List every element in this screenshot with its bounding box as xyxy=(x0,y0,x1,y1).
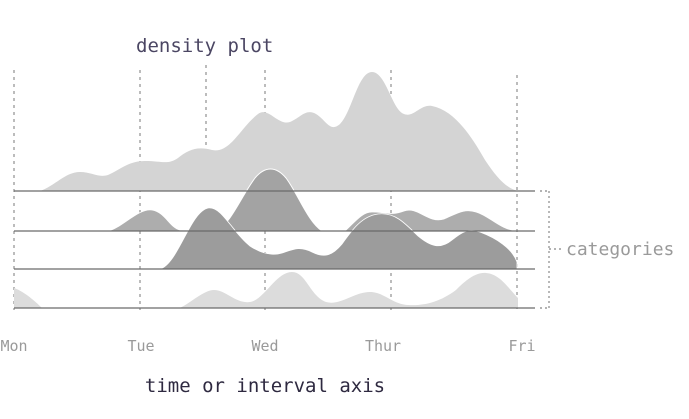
ridge-peak-wed xyxy=(214,168,324,232)
day-label-tue: Tue xyxy=(127,337,154,355)
ridge-front-row xyxy=(14,272,518,308)
day-label-thur: Thur xyxy=(365,337,401,355)
x-axis-title: time or interval axis xyxy=(145,375,385,397)
categories-bracket xyxy=(540,190,561,309)
ridge-second-row xyxy=(107,209,519,232)
category-baselines xyxy=(14,190,535,309)
ridge-third-row xyxy=(159,207,518,270)
categories-label: categories xyxy=(566,239,674,260)
day-label-mon: Mon xyxy=(0,337,27,355)
ridge-back-large xyxy=(40,72,518,191)
day-labels: Mon Tue Wed Thur Fri xyxy=(0,337,535,355)
diagram-title: density plot xyxy=(136,35,273,57)
day-label-fri: Fri xyxy=(508,337,535,355)
day-label-wed: Wed xyxy=(251,337,278,355)
